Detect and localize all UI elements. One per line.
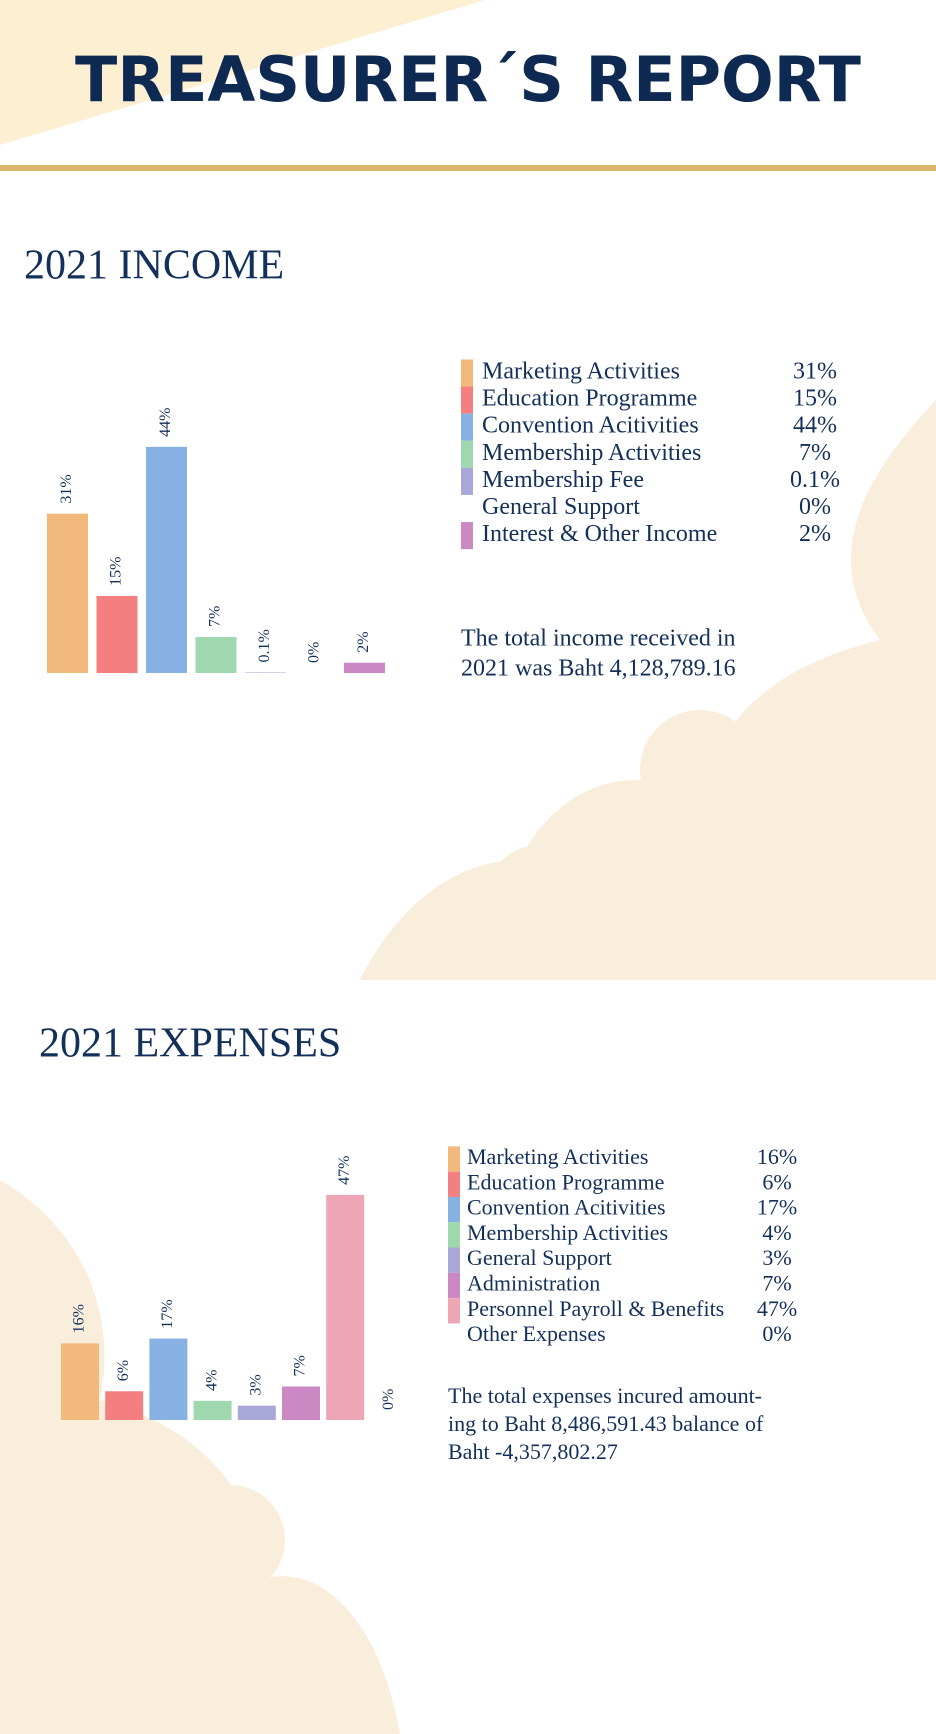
legend-label: Interest & Other Income <box>482 521 717 547</box>
legend-value: 31% <box>793 359 837 385</box>
legend-swatch <box>461 359 473 387</box>
legend-value: 0% <box>762 1321 791 1346</box>
legend-value: 17% <box>757 1195 797 1220</box>
bar-label: 4% <box>203 1370 220 1391</box>
bar-label: 7% <box>207 606 224 627</box>
legend-label: Membership Activities <box>482 440 701 466</box>
header-rule <box>0 165 936 171</box>
bar-label: 0% <box>306 642 323 663</box>
legend-label: Convention Acitivities <box>467 1195 666 1220</box>
bar <box>96 595 138 673</box>
legend-swatch <box>461 413 473 441</box>
bar-label: 0.1% <box>256 629 273 662</box>
legend-swatch <box>448 1247 460 1273</box>
legend-label: Marketing Activities <box>482 359 680 385</box>
legend-value: 16% <box>757 1144 797 1169</box>
legend-label: Education Programme <box>482 386 697 412</box>
bar-label: 2% <box>355 631 372 652</box>
legend-swatch <box>448 1171 460 1197</box>
bar-label: 6% <box>115 1360 132 1381</box>
legend-swatch <box>461 386 473 414</box>
bar-label: 47% <box>336 1156 353 1185</box>
legend-label: Membership Activities <box>467 1220 668 1245</box>
bar <box>326 1194 365 1420</box>
bar <box>344 662 385 673</box>
legend-value: 47% <box>757 1296 797 1321</box>
bar <box>282 1386 320 1420</box>
bar <box>105 1391 144 1420</box>
legend-value: 0.1% <box>790 467 840 493</box>
note-line: Baht -4,357,802.27 <box>448 1439 618 1464</box>
legend-value: 7% <box>799 440 831 466</box>
legend-value: 6% <box>762 1169 791 1194</box>
legend-swatch <box>448 1222 460 1248</box>
bar-label: 3% <box>247 1374 264 1395</box>
legend-value: 0% <box>799 494 831 520</box>
bar <box>245 672 286 673</box>
bar <box>149 1338 188 1420</box>
section-title: 2021 EXPENSES <box>39 1021 341 1067</box>
bar-label: 31% <box>58 474 75 503</box>
legend-value: 3% <box>762 1245 791 1270</box>
legend-swatch <box>461 440 473 468</box>
legend-label: Education Programme <box>467 1169 664 1194</box>
legend-swatch <box>461 467 473 495</box>
bar-label: 0% <box>380 1389 397 1410</box>
bar <box>193 1400 232 1420</box>
legend-swatch <box>448 1272 460 1299</box>
legend-label: Administration <box>467 1271 600 1296</box>
legend-value: 7% <box>762 1271 791 1296</box>
bar-label: 15% <box>108 557 125 586</box>
note-line: 2021 was Baht 4,128,789.16 <box>461 656 736 682</box>
bar <box>237 1405 276 1420</box>
header-shape <box>0 0 485 145</box>
legend-value: 44% <box>793 413 837 439</box>
legend-value: 2% <box>799 521 831 547</box>
legend-value: 4% <box>762 1220 791 1245</box>
bar <box>146 446 187 673</box>
bar-label: 7% <box>292 1355 309 1376</box>
bar-label: 17% <box>159 1299 176 1328</box>
note-line: ing to Baht 8,486,591.43 balance of <box>448 1411 764 1436</box>
legend-label: General Support <box>467 1245 612 1270</box>
bar-label: 44% <box>157 408 174 437</box>
legend-label: Personnel Payroll & Benefits <box>467 1296 724 1321</box>
legend-swatch <box>448 1146 460 1172</box>
legend-label: General Support <box>482 494 640 520</box>
bar-label: 16% <box>71 1304 88 1333</box>
note-line: The total income received in <box>461 626 736 652</box>
legend-label: Convention Acitivities <box>482 413 699 439</box>
legend-label: Membership Fee <box>482 467 644 493</box>
legend-value: 15% <box>793 386 837 412</box>
legend-swatch <box>461 522 473 550</box>
bar <box>47 513 88 673</box>
legend-swatch <box>448 1196 460 1223</box>
legend-label: Marketing Activities <box>467 1144 648 1169</box>
note-line: The total expenses incured amount- <box>448 1383 762 1408</box>
section-title: 2021 INCOME <box>24 243 284 289</box>
background-ornament <box>0 400 936 1734</box>
bar <box>61 1343 99 1420</box>
legend-swatch <box>448 1298 460 1324</box>
bar <box>195 637 237 673</box>
page-title: TREASURER´S REPORT <box>75 43 861 116</box>
legend-label: Other Expenses <box>467 1321 606 1346</box>
